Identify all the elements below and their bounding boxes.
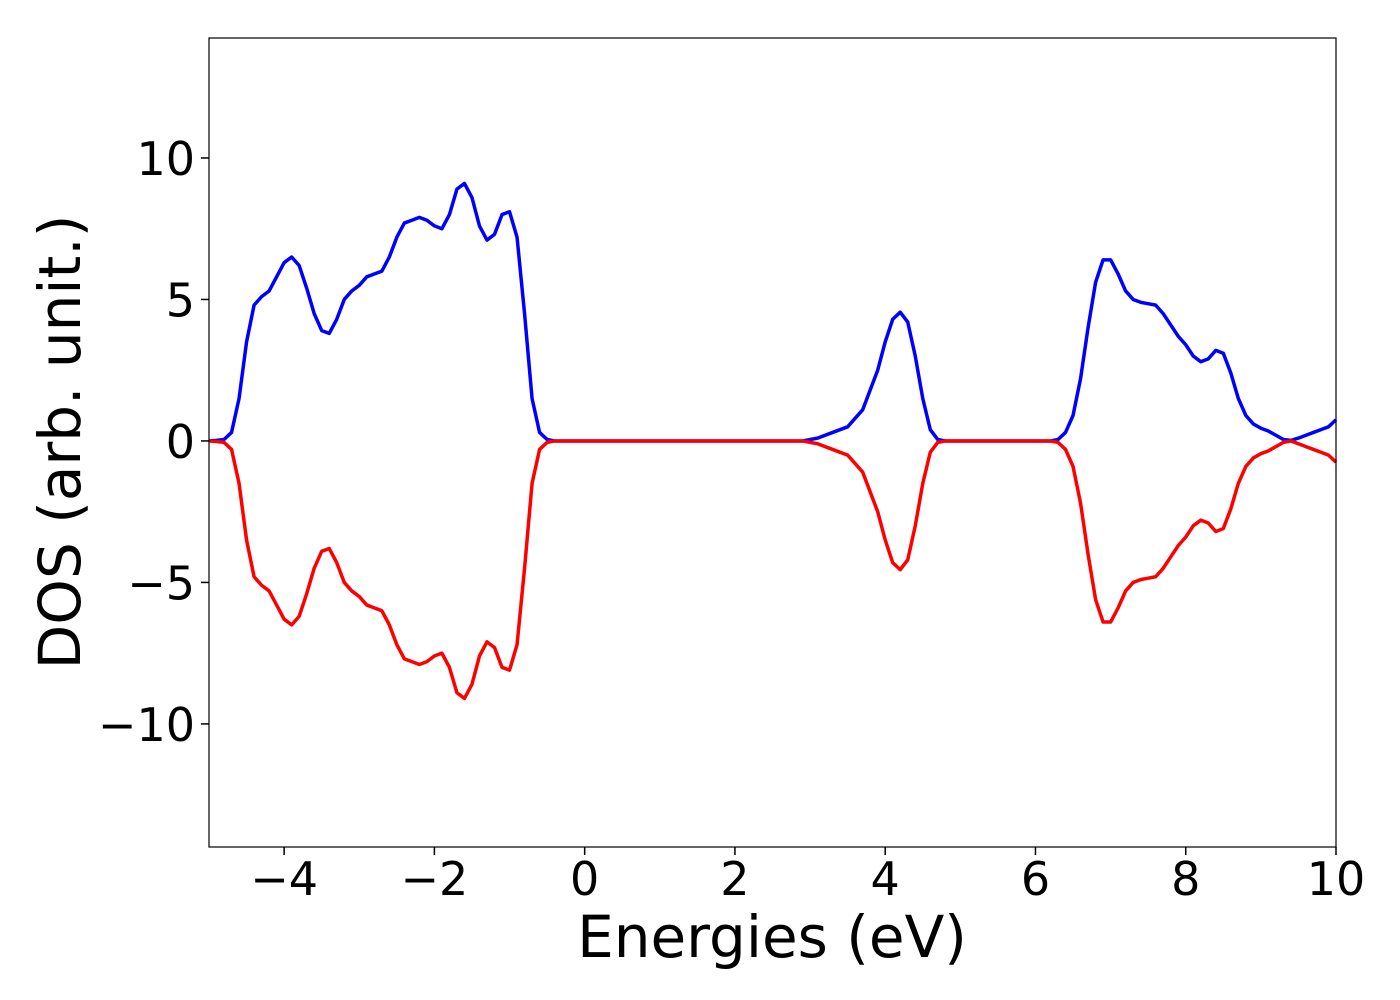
x-tick-label: 8 (1171, 852, 1200, 906)
x-tick-label: 10 (1307, 852, 1366, 906)
y-tick-label: −5 (127, 556, 195, 610)
x-tick-label: −2 (400, 852, 468, 906)
x-axis-label: Energies (eV) (577, 903, 967, 971)
y-tick-label: 5 (166, 273, 195, 327)
y-tick-label: 0 (166, 415, 195, 469)
plot-frame (208, 37, 1337, 848)
y-axis-label: DOS (arb. unit.) (26, 215, 94, 670)
x-tick-label: 0 (570, 852, 599, 906)
x-tick-label: −4 (250, 852, 318, 906)
x-tick-label: 2 (720, 852, 749, 906)
y-tick-label: 10 (136, 132, 195, 186)
x-tick-label: 6 (1021, 852, 1050, 906)
dos-line (208, 439, 1338, 701)
y-tick-label: −10 (98, 698, 195, 752)
x-tick-label: 4 (871, 852, 900, 906)
dos-line (208, 181, 1338, 443)
